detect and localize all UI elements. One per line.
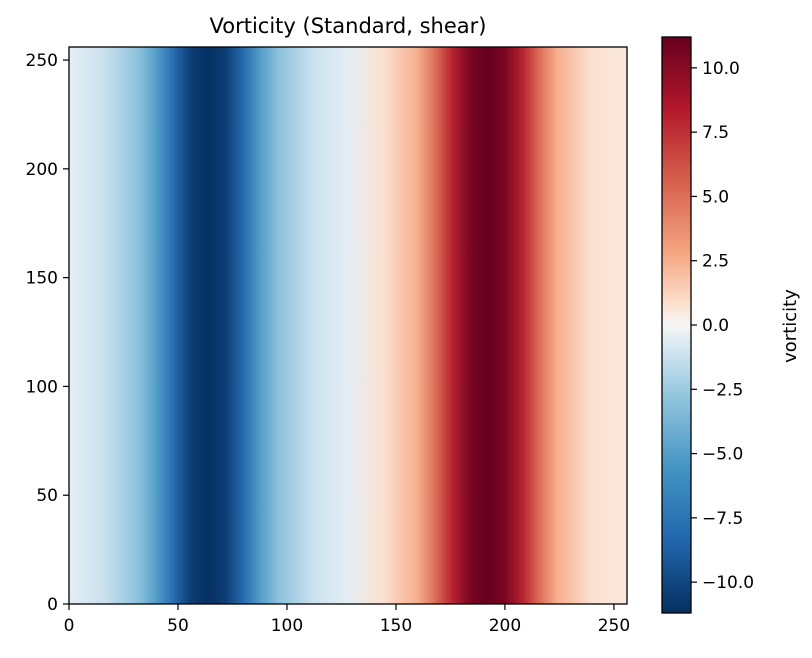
colorbar-tick-label: 10.0 [702, 59, 740, 79]
colorbar-label: vorticity [780, 289, 801, 363]
y-tick-label: 50 [36, 486, 58, 506]
plot-frame [68, 46, 628, 605]
colorbar-tick-label: −2.5 [702, 380, 743, 400]
x-tick-label: 250 [598, 616, 630, 636]
x-tick-label: 100 [271, 616, 303, 636]
y-axis: 0 50 100 150 200 250 [26, 51, 69, 615]
colorbar-tick-label: 2.5 [702, 252, 729, 272]
colorbar-axis: −10.0 −7.5 −5.0 −2.5 0.0 2.5 5.0 7.5 10.0 [691, 59, 754, 593]
x-axis: 0 50 100 150 200 250 [64, 604, 630, 636]
y-tick-label: 0 [47, 595, 58, 615]
y-tick-label: 250 [26, 51, 58, 71]
colorbar-tick-label: 7.5 [702, 123, 729, 143]
y-tick-label: 100 [26, 377, 58, 397]
x-tick-label: 0 [64, 616, 75, 636]
x-tick-label: 150 [380, 616, 412, 636]
y-tick-label: 150 [26, 269, 58, 289]
x-tick-label: 200 [489, 616, 521, 636]
colorbar-tick-label: −10.0 [702, 573, 754, 593]
colorbar-tick-label: −5.0 [702, 445, 743, 465]
colorbar [662, 37, 691, 613]
x-tick-label: 50 [167, 616, 189, 636]
colorbar-tick-label: −7.5 [702, 509, 743, 529]
colorbar-tick-label: 5.0 [702, 187, 729, 207]
colorbar-tick-label: 0.0 [702, 316, 729, 336]
chart-title: Vorticity (Standard, shear) [210, 14, 487, 38]
y-tick-label: 200 [26, 160, 58, 180]
heatmap-field [69, 47, 627, 604]
